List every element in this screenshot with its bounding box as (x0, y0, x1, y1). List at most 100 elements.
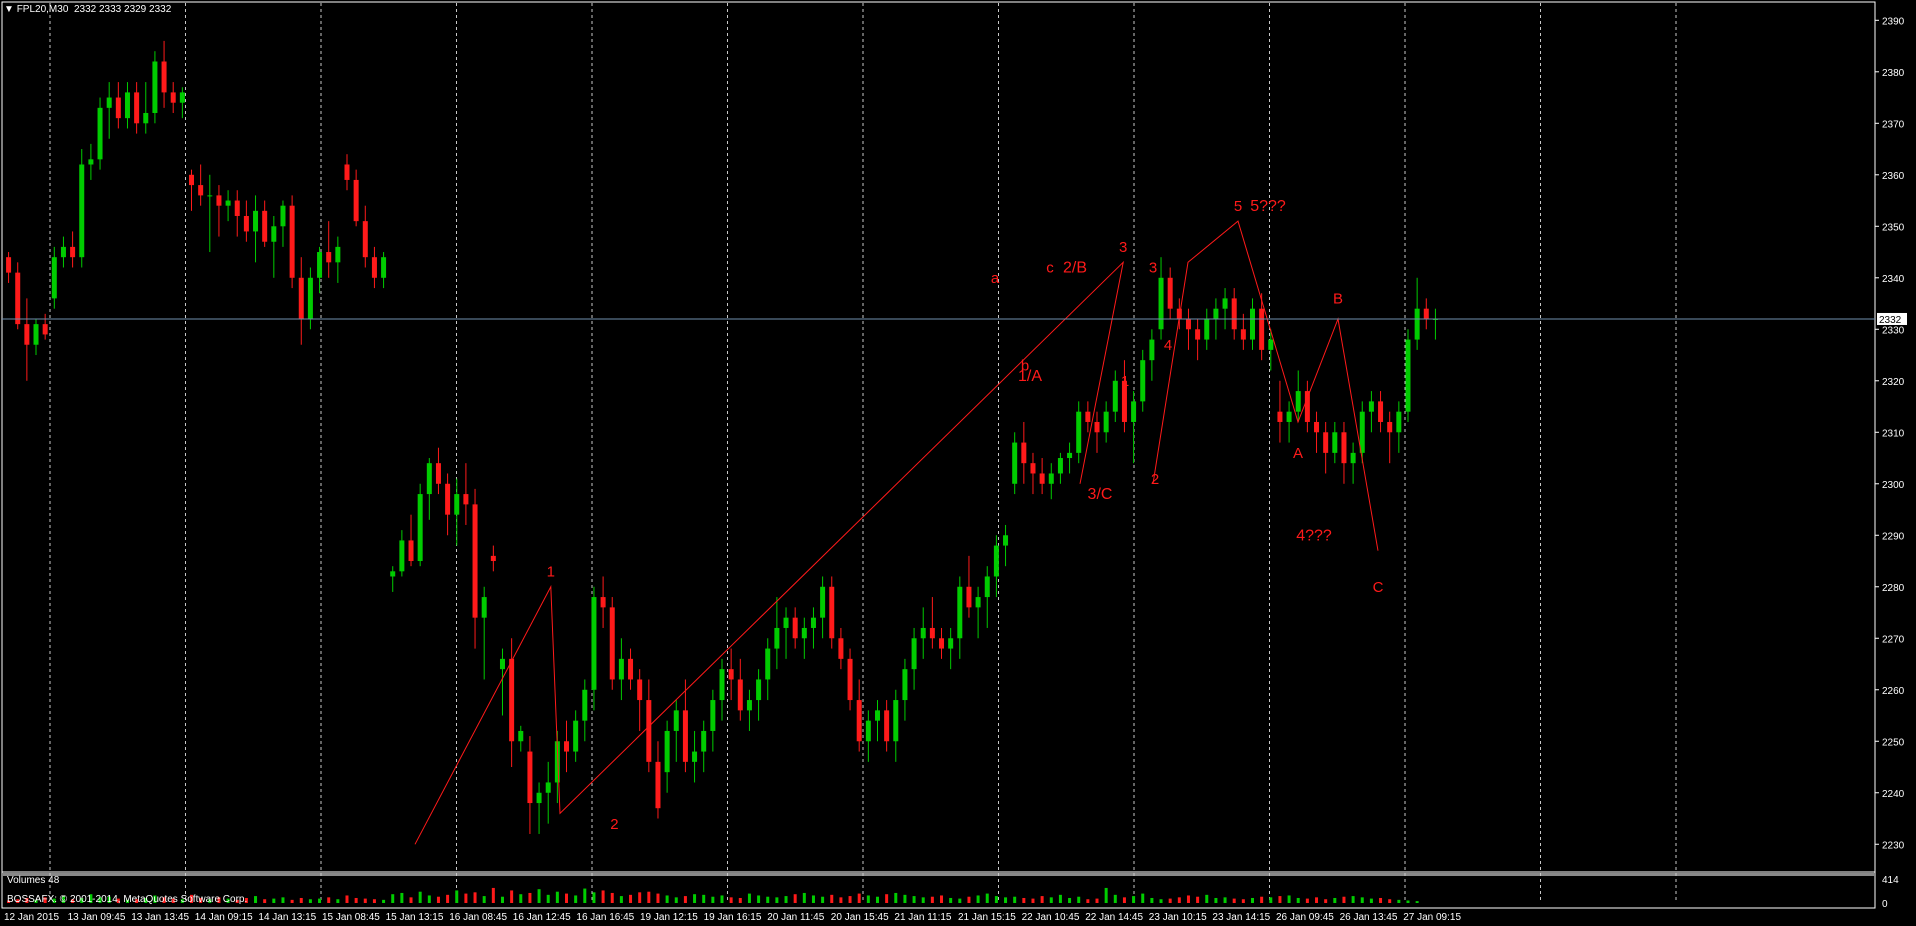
candle-body (15, 272, 21, 325)
volume-bar (1077, 896, 1081, 903)
candle-body (1277, 411, 1283, 422)
candle-body (692, 751, 698, 762)
candle-body (454, 494, 460, 515)
volume-bar (1324, 899, 1328, 903)
y-tick-label: 2260 (1882, 686, 1905, 697)
candle-body (1268, 339, 1274, 350)
volume-bar (912, 896, 916, 903)
wave-label: B (1333, 291, 1343, 308)
candle-body (198, 185, 204, 196)
volume-bar (135, 899, 139, 903)
volume-bar (738, 897, 742, 903)
candle-body (70, 246, 76, 258)
volume-bar (244, 897, 248, 903)
wave-label: 3/C (1088, 486, 1113, 503)
y-tick-label: 2310 (1882, 428, 1905, 439)
volume-bar (254, 896, 258, 903)
volume-bar (473, 892, 477, 903)
volume-bar (885, 894, 889, 903)
volume-bar (162, 897, 166, 903)
candle-body (966, 586, 972, 608)
candle-body (737, 679, 743, 711)
triangle-down-icon[interactable]: ▼ (4, 4, 14, 15)
y-tick-label: 2320 (1882, 377, 1905, 388)
volume-bar (555, 891, 559, 903)
time-axis: 12 Jan 2015 13 Jan 09:45 13 Jan 13:45 14 Ja… (4, 912, 1461, 923)
volume-bar (830, 894, 834, 903)
volume-bar (976, 895, 980, 903)
volume-bar (583, 888, 587, 903)
wave-label: 1 (1121, 373, 1129, 390)
volume-bar (903, 894, 907, 903)
wave-line (1152, 220, 1379, 551)
x-tick-label: 13 Jan 09:45 (68, 912, 126, 923)
volume-bar (1058, 894, 1062, 903)
candle-body (207, 195, 213, 197)
y-tick-label: 2380 (1882, 68, 1905, 79)
y-tick-label: 2370 (1882, 119, 1905, 130)
candle-body (893, 700, 899, 742)
candle-body (408, 540, 414, 562)
wave-label: 4 (1164, 337, 1172, 354)
x-tick-label: 27 Jan 09:15 (1403, 912, 1461, 923)
candle-body (124, 92, 130, 119)
symbol-header[interactable]: ▼ FPL20,M30 2332 2333 2329 2332 (4, 4, 171, 15)
volume-bar (1177, 897, 1181, 903)
volume-bar (144, 897, 148, 903)
candle-body (1149, 339, 1155, 361)
volume-bar (994, 896, 998, 903)
candle-body (655, 761, 661, 809)
candle-body (115, 97, 121, 119)
volume-bar (1168, 898, 1172, 903)
candle-body (582, 689, 588, 721)
volume-bar (1369, 898, 1373, 903)
candle-body (810, 617, 816, 628)
candle-body (60, 246, 66, 258)
volume-bar (638, 892, 642, 903)
volume-bar (1415, 901, 1419, 903)
volume-bar (1223, 897, 1227, 903)
copyright-text: BOSSAFX: © 2001-2014, MetaQuotes Softwar… (7, 894, 248, 905)
candle-body (1378, 401, 1384, 422)
candle-body (42, 324, 48, 335)
volume-bar (1342, 896, 1346, 903)
candle-body (143, 112, 149, 124)
volume-bar (793, 894, 797, 903)
candle-body (865, 720, 871, 742)
candle-body (783, 617, 789, 628)
volume-bar (1296, 897, 1300, 903)
candle-body (399, 540, 405, 572)
x-tick-label: 26 Jan 13:45 (1340, 912, 1398, 923)
volume-bar (848, 896, 852, 903)
candle-body (1030, 463, 1036, 474)
volume-bar (1122, 897, 1126, 903)
candle-body (646, 700, 652, 762)
volume-bar (866, 895, 870, 903)
volume-bar (775, 897, 779, 903)
volume-bar (409, 897, 413, 903)
volume-bar (491, 887, 495, 903)
candle-body (161, 61, 167, 93)
candle-body (253, 210, 259, 232)
wave-label: 5 (1234, 198, 1242, 215)
volume-bar (1095, 898, 1099, 903)
volume-bar (1397, 899, 1401, 903)
volume-bar (354, 897, 358, 903)
volume-bar (52, 898, 56, 903)
candle-body (911, 638, 917, 670)
x-tick-label: 16 Jan 12:45 (513, 912, 571, 923)
volume-bar (629, 894, 633, 903)
candle-body (344, 164, 350, 180)
volume-bar (702, 894, 706, 903)
candle-body (728, 669, 734, 680)
candle-body (609, 607, 615, 680)
wave-label: c (1046, 260, 1054, 277)
candle-body (1240, 329, 1246, 340)
candle-body (929, 627, 935, 639)
candle-body (1295, 391, 1301, 412)
candle-body (417, 494, 423, 562)
volume-bar (327, 897, 331, 903)
volume-bar (665, 895, 669, 903)
volume-min-label: 0 (1882, 899, 1888, 910)
